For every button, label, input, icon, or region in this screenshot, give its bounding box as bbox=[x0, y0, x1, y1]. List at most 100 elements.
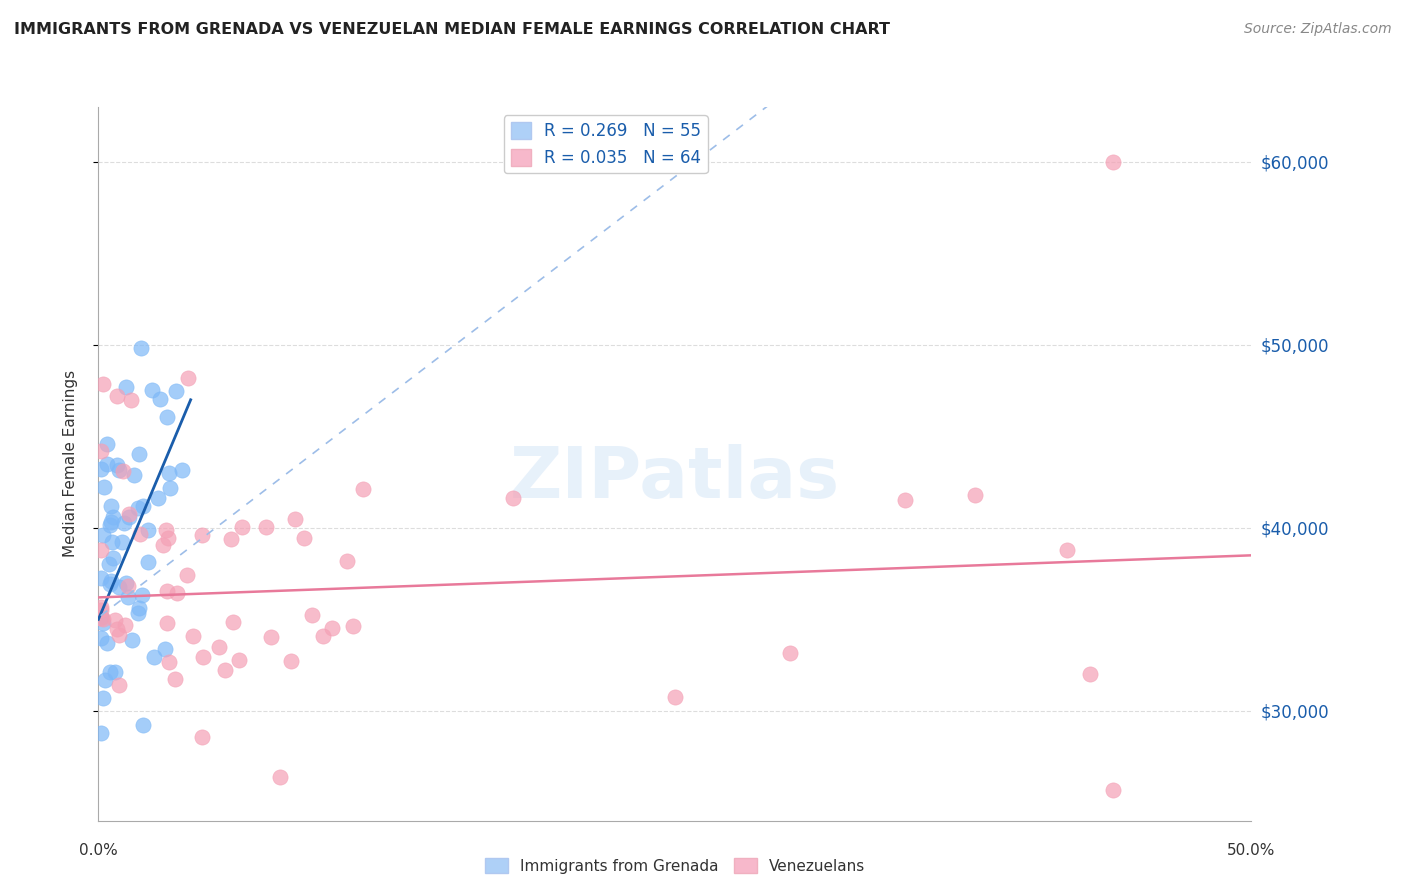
Point bbox=[294, 531, 316, 545]
Point bbox=[118, 509, 141, 524]
Point bbox=[91, 376, 114, 391]
Text: 0.0%: 0.0% bbox=[79, 843, 118, 858]
Point bbox=[157, 466, 180, 480]
Point bbox=[228, 653, 250, 667]
Point bbox=[90, 603, 112, 617]
Point bbox=[352, 483, 374, 497]
Point bbox=[100, 574, 122, 588]
Point bbox=[105, 458, 128, 472]
Point bbox=[90, 462, 112, 476]
Point bbox=[129, 527, 152, 541]
Point bbox=[101, 550, 124, 565]
Point bbox=[128, 447, 150, 461]
Point bbox=[342, 619, 364, 633]
Point bbox=[112, 516, 135, 531]
Point bbox=[280, 654, 302, 668]
Point bbox=[98, 665, 121, 679]
Point bbox=[98, 557, 121, 571]
Point bbox=[165, 384, 187, 398]
Point bbox=[219, 532, 242, 546]
Point bbox=[149, 392, 172, 406]
Point bbox=[183, 630, 205, 644]
Point bbox=[176, 567, 198, 582]
Point bbox=[165, 672, 187, 686]
Point bbox=[1056, 543, 1078, 558]
Point bbox=[779, 646, 801, 660]
Point bbox=[90, 726, 112, 740]
Point bbox=[894, 493, 917, 508]
Point bbox=[100, 577, 122, 591]
Point bbox=[111, 535, 134, 549]
Point bbox=[231, 520, 253, 534]
Point bbox=[100, 499, 122, 513]
Point bbox=[120, 392, 142, 407]
Point bbox=[208, 640, 231, 654]
Point bbox=[193, 650, 215, 665]
Legend: Immigrants from Grenada, Venezuelans: Immigrants from Grenada, Venezuelans bbox=[478, 852, 872, 880]
Y-axis label: Median Female Earnings: Median Female Earnings bbox=[63, 370, 77, 558]
Legend: R = 0.269   N = 55, R = 0.035   N = 64: R = 0.269 N = 55, R = 0.035 N = 64 bbox=[503, 115, 707, 173]
Point bbox=[156, 409, 179, 424]
Text: Source: ZipAtlas.com: Source: ZipAtlas.com bbox=[1244, 22, 1392, 37]
Point bbox=[108, 580, 131, 594]
Point bbox=[93, 673, 115, 687]
Point bbox=[156, 584, 179, 599]
Point bbox=[254, 520, 277, 534]
Point bbox=[156, 616, 179, 631]
Point bbox=[91, 691, 114, 706]
Point bbox=[105, 389, 128, 403]
Point bbox=[172, 463, 194, 477]
Point bbox=[136, 523, 159, 537]
Point bbox=[104, 613, 127, 627]
Point bbox=[101, 534, 124, 549]
Point bbox=[191, 528, 214, 542]
Point bbox=[117, 591, 139, 605]
Point bbox=[90, 610, 112, 624]
Point bbox=[312, 628, 335, 642]
Point bbox=[142, 649, 165, 664]
Point bbox=[136, 555, 159, 569]
Point bbox=[114, 617, 136, 632]
Point bbox=[90, 443, 112, 458]
Point bbox=[1102, 155, 1125, 169]
Point bbox=[222, 615, 245, 629]
Point bbox=[1102, 783, 1125, 797]
Point bbox=[118, 508, 141, 522]
Point bbox=[108, 463, 131, 477]
Point bbox=[105, 623, 128, 637]
Point bbox=[284, 512, 307, 526]
Point bbox=[108, 678, 131, 692]
Point bbox=[98, 518, 121, 533]
Point bbox=[191, 730, 214, 744]
Point bbox=[166, 586, 188, 600]
Text: IMMIGRANTS FROM GRENADA VS VENEZUELAN MEDIAN FEMALE EARNINGS CORRELATION CHART: IMMIGRANTS FROM GRENADA VS VENEZUELAN ME… bbox=[14, 22, 890, 37]
Point bbox=[96, 437, 118, 451]
Point bbox=[122, 468, 145, 483]
Point bbox=[131, 717, 153, 731]
Point bbox=[155, 523, 177, 537]
Point bbox=[157, 655, 180, 669]
Point bbox=[93, 480, 115, 494]
Point bbox=[111, 465, 134, 479]
Point bbox=[664, 690, 686, 704]
Point bbox=[152, 538, 174, 552]
Point bbox=[127, 606, 149, 620]
Point bbox=[502, 491, 524, 505]
Point bbox=[96, 457, 118, 471]
Point bbox=[132, 499, 155, 513]
Point bbox=[100, 515, 122, 529]
Point bbox=[269, 770, 291, 784]
Point bbox=[127, 501, 149, 516]
Point bbox=[146, 491, 169, 505]
Point bbox=[104, 665, 127, 680]
Point bbox=[128, 600, 150, 615]
Text: ZIPatlas: ZIPatlas bbox=[510, 443, 839, 513]
Point bbox=[336, 553, 359, 567]
Point bbox=[155, 642, 177, 657]
Point bbox=[115, 380, 138, 394]
Point bbox=[90, 631, 112, 645]
Point bbox=[91, 615, 114, 630]
Point bbox=[114, 575, 136, 590]
Point bbox=[1078, 667, 1101, 681]
Point bbox=[157, 532, 180, 546]
